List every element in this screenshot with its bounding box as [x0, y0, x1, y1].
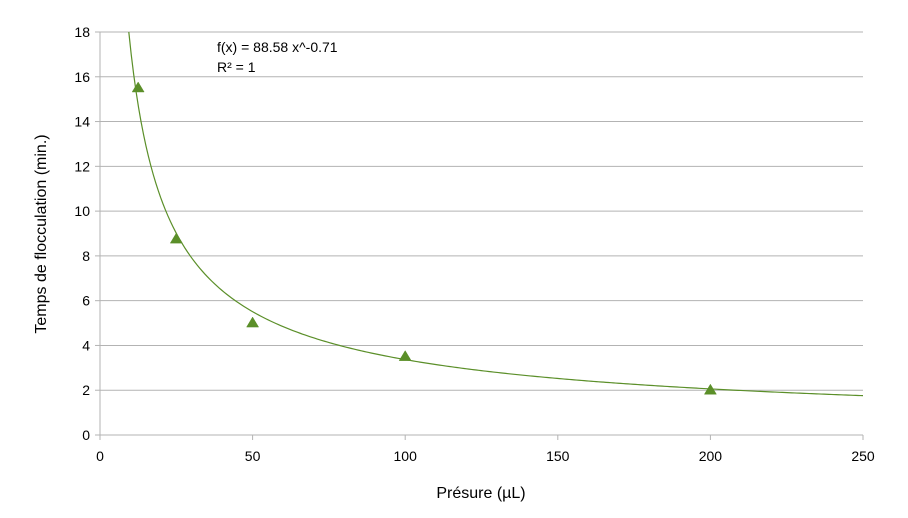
x-tick-label: 150 [546, 448, 570, 464]
y-tick-label: 12 [74, 158, 90, 174]
r-squared-label: R² = 1 [217, 59, 256, 75]
data-points [131, 81, 717, 395]
data-point-triangle [169, 232, 183, 244]
data-point-triangle [246, 316, 260, 328]
x-axis-title: Présure (µL) [436, 485, 525, 502]
x-tick-label: 200 [699, 448, 723, 464]
x-tick-label: 100 [394, 448, 418, 464]
y-tick-label: 10 [74, 203, 90, 219]
y-tick-label: 4 [82, 337, 90, 353]
x-tick-label: 0 [96, 448, 104, 464]
data-point-triangle [131, 81, 145, 93]
axes [95, 31, 864, 440]
grid-lines [100, 31, 863, 391]
y-tick-label: 14 [74, 114, 90, 130]
y-tick-label: 6 [82, 293, 90, 309]
x-tick-labels: 0 50 100 150 200 250 [96, 448, 875, 464]
trendline-equation: f(x) = 88.58 x^-0.71 [217, 39, 338, 55]
y-axis-title: Temps de flocculation (min.) [33, 134, 50, 333]
x-tick-label: 50 [245, 448, 261, 464]
power-trendline [128, 31, 864, 397]
data-point-triangle [703, 383, 717, 395]
y-tick-labels: 0 2 4 6 8 10 12 14 16 18 [74, 24, 90, 443]
data-point-triangle [398, 350, 412, 361]
y-tick-label: 8 [82, 248, 90, 264]
y-tick-label: 18 [74, 24, 90, 40]
x-tick-label: 250 [851, 448, 875, 464]
y-tick-label: 16 [74, 69, 90, 85]
y-tick-label: 0 [82, 427, 90, 443]
y-tick-label: 2 [82, 382, 90, 398]
